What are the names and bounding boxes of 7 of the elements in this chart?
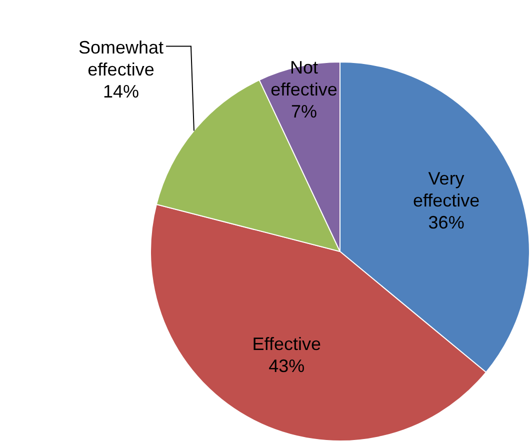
- data-label: 14%: [102, 81, 139, 102]
- data-label: 36%: [428, 212, 464, 232]
- data-label: 43%: [268, 356, 305, 376]
- slice-label: Effective: [252, 334, 322, 354]
- slice-label: Somewhat effective: [78, 37, 164, 80]
- slice-label: Very effective: [412, 168, 480, 210]
- data-label: 7%: [291, 102, 318, 122]
